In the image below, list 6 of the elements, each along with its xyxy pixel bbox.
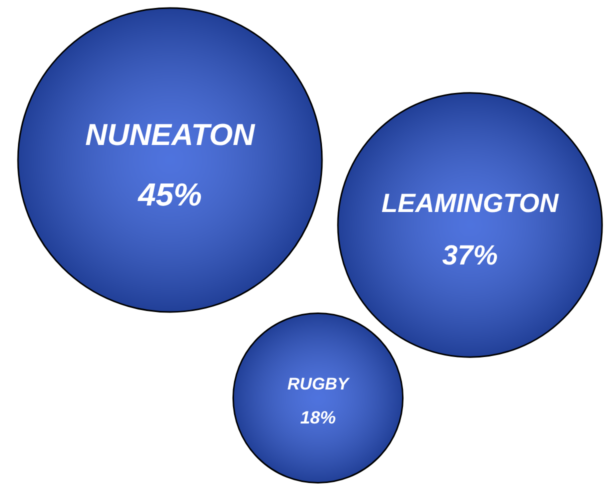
category-label: LEAMINGTON bbox=[381, 188, 560, 218]
data-label: 45% bbox=[137, 176, 202, 213]
data-label: 37% bbox=[442, 240, 498, 271]
data-label: 18% bbox=[300, 407, 336, 428]
category-label: NUNEATON bbox=[85, 118, 256, 152]
category-label: RUGBY bbox=[287, 374, 350, 394]
